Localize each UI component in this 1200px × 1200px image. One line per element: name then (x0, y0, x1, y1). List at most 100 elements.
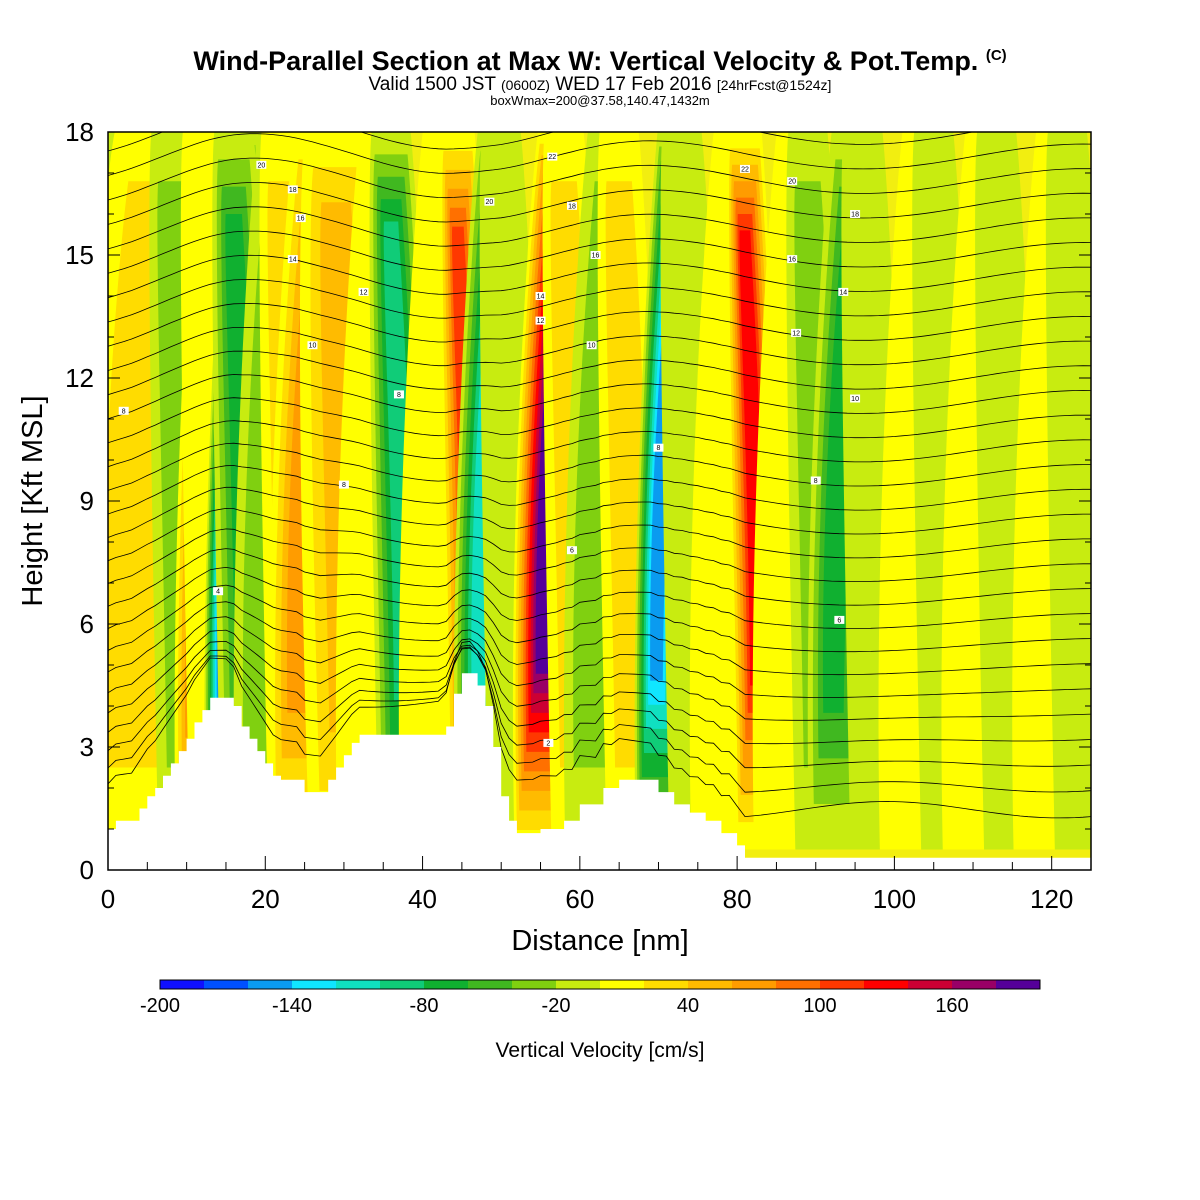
contour-label-bg (118, 406, 129, 415)
theta-contour (108, 278, 1091, 323)
y-tick-label: 18 (65, 117, 94, 147)
contour-label-bg (287, 255, 298, 264)
contour-label: 20 (257, 162, 265, 169)
theta-contour (108, 601, 1091, 676)
contour-label: 18 (851, 212, 859, 219)
colorbar-swatch (600, 980, 645, 989)
theta-contour (108, 420, 1091, 468)
theta-contour (108, 640, 1091, 745)
theta-contour (108, 60, 1091, 102)
colorbar-swatch (864, 980, 909, 989)
y-tick-label: 3 (80, 732, 94, 762)
colorbar-swatch (908, 980, 953, 989)
contour-label-bg (484, 197, 495, 206)
contour-label: 8 (397, 392, 401, 399)
theta-contour (108, 584, 1091, 653)
theta-contour (108, 182, 1091, 225)
theta-contour (108, 350, 1091, 396)
contour-label-bg (791, 328, 802, 337)
contour-label-bg (358, 287, 369, 296)
colorbar-tick-label: 40 (677, 995, 699, 1017)
theta-contour (108, 646, 1091, 793)
colorbar-swatch (820, 980, 865, 989)
velocity-band (1045, 132, 1091, 850)
contour-label-bg (653, 443, 664, 452)
theta-contour (108, 85, 1091, 127)
contour-label-bg (393, 390, 404, 399)
y-tick-label: 0 (80, 855, 94, 885)
contour-label-bg (834, 615, 845, 624)
contour-label: 8 (342, 482, 346, 489)
theta-contour (108, 374, 1091, 420)
contour-label: 8 (657, 445, 661, 452)
chart-title: Wind-Parallel Section at Max W: Vertical… (193, 46, 1007, 76)
y-axis: 0 3 6 9 12 15 18 (65, 117, 1091, 885)
box-info: boxWmax=200@37.58,140.47,1432m (490, 93, 710, 108)
colorbar-swatch (336, 980, 381, 989)
valid-prefix: Valid 1500 JST (368, 74, 496, 95)
contour-label-bg (535, 316, 546, 325)
x-axis: 0 20 40 60 80 100 120 (101, 856, 1092, 914)
colorbar: -200 -140 -80 -20 40 100 160 (140, 979, 1041, 1017)
contour-label: 10 (588, 343, 596, 350)
theta-contour (108, 486, 1091, 538)
contour-label-bg (566, 201, 577, 210)
velocity-column (1045, 132, 1091, 850)
theta-contour (108, 465, 1091, 515)
contour-label-bg (256, 160, 267, 169)
x-tick-label: 20 (251, 884, 280, 914)
colorbar-swatch (512, 980, 557, 989)
x-tick-label: 40 (408, 884, 437, 914)
y-tick-label: 12 (65, 363, 94, 393)
theta-contour (108, 36, 1091, 78)
theta-contour (108, 230, 1091, 274)
colorbar-swatch (204, 980, 249, 989)
contour-label-bg (787, 177, 798, 186)
contour-label-bg (213, 587, 224, 596)
contour-label-bg (287, 185, 298, 194)
x-tick-label: 60 (565, 884, 594, 914)
y-tick-label: 15 (65, 240, 94, 270)
contour-label-bg (307, 341, 318, 350)
contour-label-bg (810, 476, 821, 485)
contour-label-bg (295, 214, 306, 223)
contour-label: 14 (537, 294, 545, 301)
plot-area: 2018161412108884202218161412108622220181… (108, 36, 1091, 870)
theta-contour (108, 157, 1091, 201)
colorbar-swatch (952, 980, 997, 989)
contour-label-bg (850, 394, 861, 403)
contour-label: 14 (839, 289, 847, 296)
chart-subtitle: Valid 1500 JST (0600Z) WED 17 Feb 2016 [… (0, 74, 1200, 96)
colorbar-tick-label: 100 (803, 995, 836, 1017)
forecast-info: [24hrFcst@1524z] (716, 77, 832, 93)
contour-label: 22 (741, 166, 749, 173)
colorbar-swatch (292, 980, 337, 989)
colorbar-tick-label: -200 (140, 995, 180, 1017)
colorbar-tick-label: -80 (410, 995, 439, 1017)
contour-label: 18 (568, 203, 576, 210)
colorbar-tick-label: -140 (272, 995, 312, 1017)
theta-contour (108, 326, 1091, 371)
y-tick-label: 6 (80, 609, 94, 639)
colorbar-swatch (644, 980, 689, 989)
theta-contour (108, 548, 1091, 607)
contour-label: 10 (851, 396, 859, 403)
contour-label: 4 (216, 589, 220, 596)
colorbar-swatch (248, 980, 293, 989)
x-tick-label: 80 (723, 884, 752, 914)
y-axis-title: Height [Kft MSL] (17, 395, 49, 606)
theta-contour (108, 132, 975, 152)
contour-label: 12 (792, 330, 800, 337)
theta-contour (108, 640, 1091, 819)
colorbar-swatch (380, 980, 425, 989)
x-axis-title: Distance [nm] (511, 925, 688, 957)
contour-label-bg (787, 255, 798, 264)
colorbar-title: Vertical Velocity [cm/s] (496, 1039, 705, 1062)
colorbar-swatch (732, 980, 777, 989)
contour-label: 6 (570, 548, 574, 555)
contour-label-bg (586, 341, 597, 350)
copyright-tag: (C) (985, 47, 1007, 64)
colorbar-tick-label: 160 (935, 995, 968, 1017)
theta-contour (108, 528, 1091, 584)
